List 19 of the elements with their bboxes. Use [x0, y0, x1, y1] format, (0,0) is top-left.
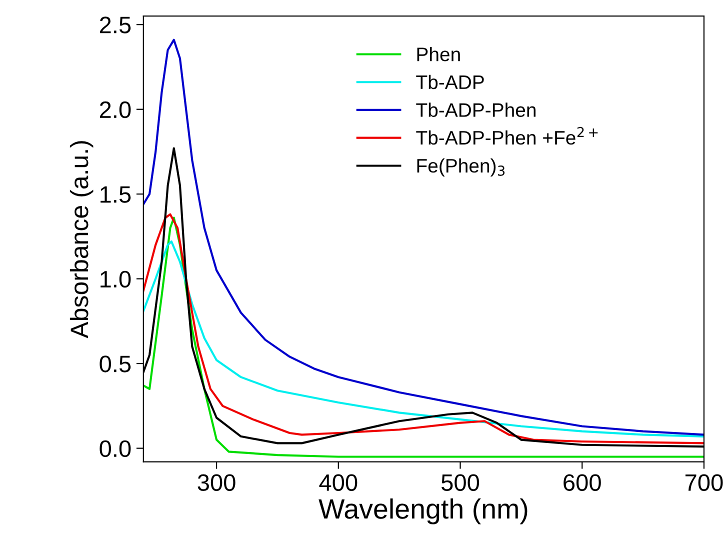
y-tick-label: 1.0 — [100, 270, 131, 288]
y-tick-label: 1.5 — [100, 186, 131, 203]
y-tick-label: 2.5 — [100, 16, 131, 34]
legend-label: Fe(Phen)$_{3}$ — [417, 158, 505, 176]
y-tick-label: 0.0 — [100, 440, 131, 458]
line-series — [143, 38, 704, 436]
x-tick-label: 300 — [198, 474, 236, 491]
legend-label: Tb-ADP-Phen +Fe$^{2+}$ — [416, 126, 598, 145]
legend-label: Tb-ADP-Phen — [416, 102, 536, 117]
x-tick-label: 500 — [442, 474, 480, 491]
x-tick-label: 400 — [319, 474, 358, 491]
x-axis-title: Wavelength (nm) — [318, 498, 528, 524]
y-axis-title: Absorbance (a.u.) — [70, 141, 94, 338]
y-tick-label: 2.0 — [100, 101, 131, 118]
x-tick-label: 600 — [564, 474, 601, 491]
legend-label: Phen — [417, 46, 460, 62]
legend-label: Tb-ADP — [416, 74, 484, 90]
y-tick-label: 0.5 — [100, 356, 131, 372]
x-tick-label: 700 — [685, 474, 723, 491]
